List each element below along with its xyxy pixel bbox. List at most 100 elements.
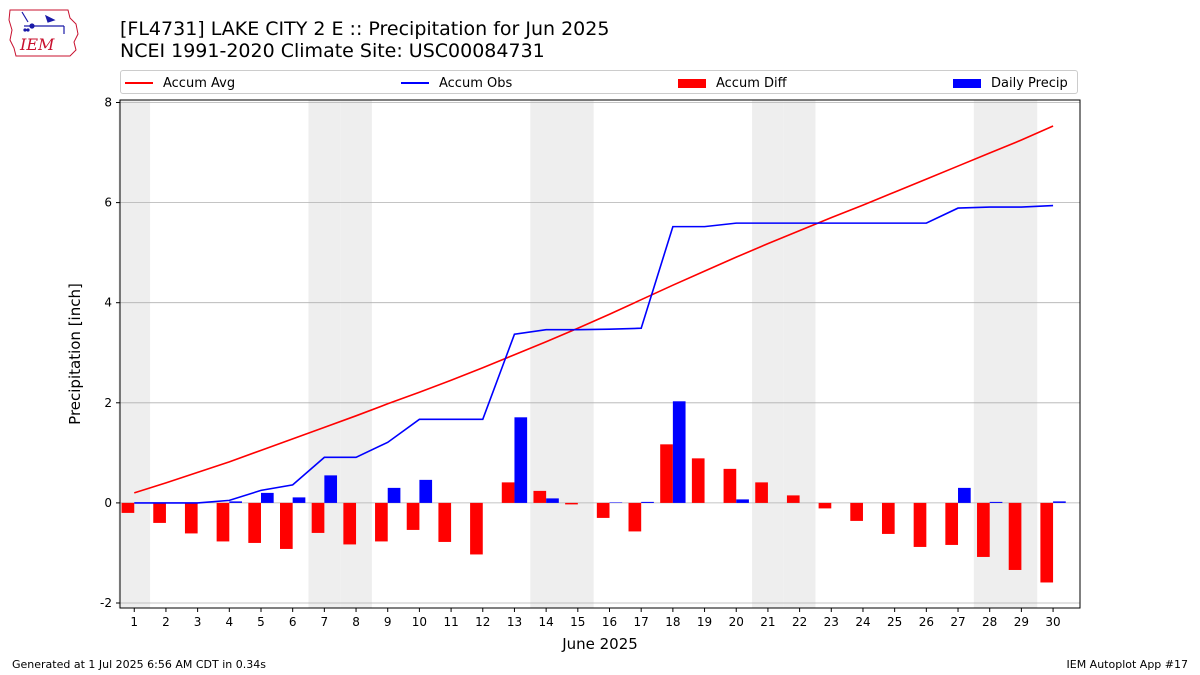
legend-label-accum-diff: Accum Diff xyxy=(716,75,787,91)
bar-daily-precip-day-9 xyxy=(387,487,401,503)
bar-accum-diff-day-29 xyxy=(1008,502,1022,570)
weekend-shade-day-22 xyxy=(783,100,816,608)
weekend-shade-day-1 xyxy=(118,100,151,608)
bar-daily-precip-day-13 xyxy=(514,417,528,503)
x-tick-label-7: 7 xyxy=(321,615,329,629)
legend-swatch-accum-diff xyxy=(678,78,706,88)
bar-daily-precip-day-7 xyxy=(324,475,338,503)
y-tick-label-4: 4 xyxy=(104,296,112,310)
x-tick-label-13: 13 xyxy=(507,615,522,629)
x-tick-label-8: 8 xyxy=(352,615,360,629)
y-tick-label--2: -2 xyxy=(100,596,112,610)
bar-daily-precip-day-10 xyxy=(419,479,433,503)
x-tick-label-2: 2 xyxy=(162,615,170,629)
bar-accum-diff-day-21 xyxy=(755,482,768,503)
bar-accum-diff-day-12 xyxy=(470,502,483,555)
bar-daily-precip-day-27 xyxy=(958,487,971,503)
legend-item-accum-avg: Accum Avg xyxy=(125,74,235,92)
bar-daily-precip-day-30 xyxy=(1053,501,1066,503)
legend-swatch-accum-obs xyxy=(401,82,429,84)
bar-accum-diff-day-28 xyxy=(977,502,990,557)
legend-item-accum-diff: Accum Diff xyxy=(678,74,787,92)
chart-title: [FL4731] LAKE CITY 2 E :: Precipitation … xyxy=(120,18,610,40)
x-tick-label-28: 28 xyxy=(982,615,997,629)
bar-accum-diff-day-22 xyxy=(786,495,800,503)
x-tick-label-27: 27 xyxy=(950,615,965,629)
bar-accum-diff-day-20 xyxy=(723,468,737,503)
x-tick-label-9: 9 xyxy=(384,615,392,629)
bar-accum-diff-day-3 xyxy=(184,502,198,534)
bar-accum-diff-day-26 xyxy=(913,502,927,547)
bar-accum-diff-day-4 xyxy=(216,502,230,542)
legend-swatch-daily-precip xyxy=(953,78,981,88)
logo-text: IEM xyxy=(19,35,55,54)
legend-label-daily-precip: Daily Precip xyxy=(991,75,1068,91)
line-accum-avg xyxy=(134,125,1054,494)
bar-accum-diff-day-9 xyxy=(375,502,388,542)
y-tick-label-6: 6 xyxy=(104,196,112,210)
footer-generated: Generated at 1 Jul 2025 6:56 AM CDT in 0… xyxy=(12,658,266,671)
iowa-state-outline xyxy=(8,9,79,57)
bar-accum-diff-day-6 xyxy=(280,502,293,549)
x-tick-label-5: 5 xyxy=(257,615,265,629)
bar-accum-diff-day-15 xyxy=(565,502,578,505)
x-tick-label-20: 20 xyxy=(729,615,744,629)
x-tick-label-21: 21 xyxy=(760,615,775,629)
weekend-shade-day-15 xyxy=(561,100,594,608)
footer-app: IEM Autoplot App #17 xyxy=(1066,658,1189,671)
bar-daily-precip-day-28 xyxy=(989,501,1003,503)
chart-subtitle: NCEI 1991-2020 Climate Site: USC00084731 xyxy=(120,40,545,62)
legend-item-daily-precip: Daily Precip xyxy=(953,74,1068,92)
bar-accum-diff-day-5 xyxy=(248,502,261,543)
bar-accum-diff-day-1 xyxy=(121,502,135,513)
bar-daily-precip-day-14 xyxy=(546,498,559,503)
legend-item-accum-obs: Accum Obs xyxy=(401,74,512,92)
x-tick-label-24: 24 xyxy=(855,615,870,629)
bar-accum-diff-day-16 xyxy=(596,502,610,518)
bar-daily-precip-day-16 xyxy=(609,502,623,503)
x-tick-label-19: 19 xyxy=(697,615,712,629)
x-tick-label-1: 1 xyxy=(130,615,138,629)
bar-daily-precip-day-5 xyxy=(260,492,274,503)
bar-accum-diff-day-2 xyxy=(153,502,166,523)
bar-accum-diff-day-14 xyxy=(533,490,547,503)
plot-frame xyxy=(119,99,1081,609)
x-tick-label-26: 26 xyxy=(919,615,934,629)
bar-accum-diff-day-10 xyxy=(406,502,420,530)
bar-accum-diff-day-23 xyxy=(818,502,832,509)
bar-daily-precip-day-17 xyxy=(641,501,654,503)
x-axis-label: June 2025 xyxy=(561,635,638,653)
x-tick-label-22: 22 xyxy=(792,615,807,629)
legend-swatch-accum-avg xyxy=(125,82,153,84)
x-tick-label-29: 29 xyxy=(1014,615,1029,629)
bar-accum-diff-day-17 xyxy=(628,502,642,532)
x-tick-label-4: 4 xyxy=(225,615,233,629)
x-tick-label-10: 10 xyxy=(412,615,427,629)
bar-accum-diff-day-11 xyxy=(438,502,452,542)
line-accum-obs xyxy=(134,204,1054,504)
x-tick-label-6: 6 xyxy=(289,615,297,629)
legend-label-accum-avg: Accum Avg xyxy=(163,75,236,91)
legend: Accum Avg Accum Obs Accum Diff Daily Pre… xyxy=(120,70,1078,94)
x-tick-label-11: 11 xyxy=(443,615,458,629)
x-tick-label-30: 30 xyxy=(1045,615,1060,629)
bar-accum-diff-day-7 xyxy=(311,502,325,533)
y-tick-label-2: 2 xyxy=(104,396,112,410)
weekend-shade-day-14 xyxy=(530,100,562,608)
bar-daily-precip-day-6 xyxy=(292,497,306,503)
x-tick-label-23: 23 xyxy=(824,615,839,629)
x-tick-label-17: 17 xyxy=(634,615,649,629)
x-tick-label-14: 14 xyxy=(538,615,553,629)
weekend-shade-day-21 xyxy=(752,100,784,608)
bar-accum-diff-day-13 xyxy=(501,482,515,503)
x-tick-label-15: 15 xyxy=(570,615,585,629)
bar-daily-precip-day-20 xyxy=(736,499,749,503)
bar-daily-precip-day-4 xyxy=(229,501,242,503)
bar-accum-diff-day-8 xyxy=(343,502,357,545)
bar-accum-diff-day-18 xyxy=(660,444,673,503)
y-axis-label: Precipitation [inch] xyxy=(66,283,84,425)
bar-daily-precip-day-18 xyxy=(672,401,686,503)
bar-accum-diff-day-25 xyxy=(881,502,895,534)
x-tick-label-18: 18 xyxy=(665,615,680,629)
